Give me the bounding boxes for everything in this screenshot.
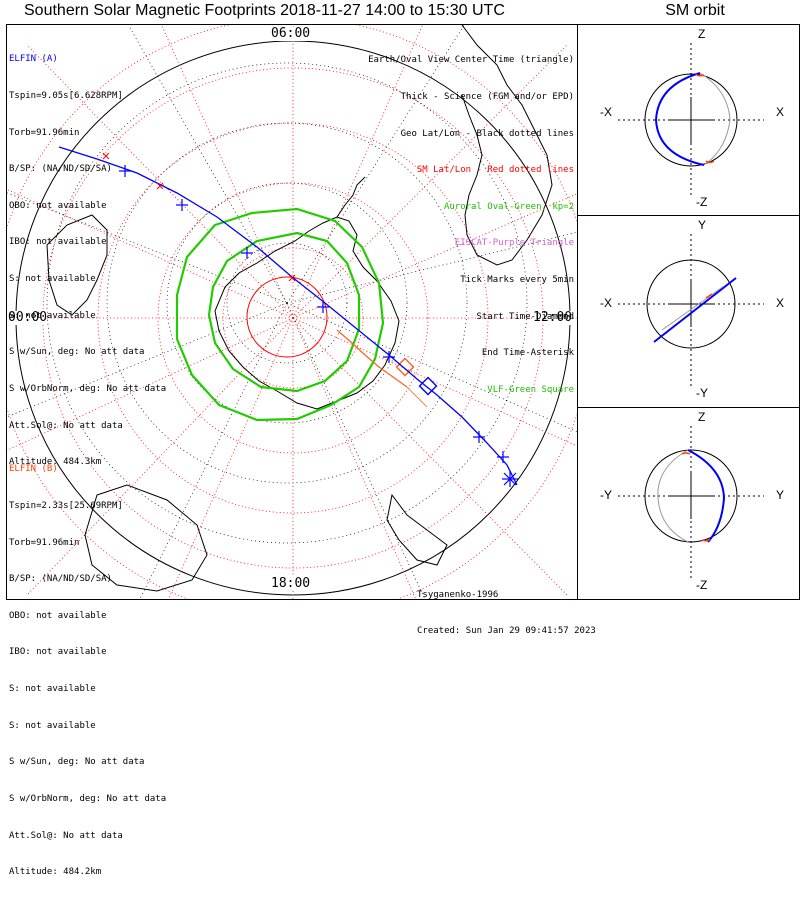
probe-a-line: OBO: not available (9, 200, 107, 211)
probe-b-line: OBO: not available (9, 610, 107, 621)
axis-label-top: Z (698, 27, 706, 41)
probe-b-line: S w/Sun, deg: No att data (9, 757, 145, 768)
legend-item: Auroral Oval-Green, kp=2 (443, 201, 574, 212)
credits: Tsyganenko-1996 Created: Sun Jan 29 09:4… (417, 565, 596, 661)
probe-b-line: S: not available (9, 720, 96, 731)
probe-a-center-marks (102, 152, 296, 282)
probe-b-line: Torb=91.96min (9, 537, 80, 548)
probe-b-line: IBO: not available (9, 647, 107, 658)
axis-label-top: Z (698, 410, 706, 424)
axis-label-bottom: -Z (696, 578, 708, 592)
probe-a-info: ELFIN (A) Tspin=9.05s[6.628RPM] Torb=91.… (9, 29, 166, 493)
legend-item: Geo Lat/Lon - Black dotted lines (400, 128, 574, 139)
australia-coast (84, 484, 208, 592)
axis-label-left: -X (600, 105, 612, 119)
time-label-bottom: 18:00 (271, 576, 311, 591)
probe-b-line: S w/OrbNorm, deg: No att data (9, 793, 167, 804)
legend-item: End Time-Asterisk (481, 348, 574, 359)
auroral-oval-inner (207, 231, 361, 393)
south-america-coast (461, 25, 553, 266)
probe-a-line: S w/OrbNorm, deg: No att data (9, 383, 167, 394)
orbit-panel-yz: Z -Z -Y Y (577, 407, 800, 600)
new-zealand-coast (386, 493, 448, 566)
legend-item: EISCAT-Purple Triangle (454, 238, 574, 249)
legend-item: Earth/Oval View Center Time (triangle) (368, 55, 574, 66)
axis-label-left: -Y (600, 488, 612, 502)
legend-item: Start Time-Diamond (476, 311, 574, 322)
probe-a-line: Tspin=9.05s[6.628RPM] (9, 91, 123, 102)
probe-b-track (336, 329, 408, 388)
peninsula-coast (336, 176, 366, 218)
probe-a-tick-marks (119, 165, 509, 463)
axis-label-right: X (776, 105, 785, 119)
probe-a-line: Torb=91.96min (9, 127, 80, 138)
axis-label-top: Y (698, 218, 707, 232)
orbit-panel-xy: Y -Y -X X (577, 215, 800, 408)
orbit-plot-xy (618, 234, 764, 388)
probe-b-line: S: not available (9, 684, 96, 695)
probe-b-info: ELFIN (B) Tspin=2.33s[25.69RPM] Torb=91.… (9, 439, 166, 903)
legend-item: VLF-Green Square (487, 384, 574, 395)
sm-meridians (7, 25, 577, 599)
probe-a-name: ELFIN (A) (9, 54, 58, 65)
probe-a-line: B/SP: (NA/ND/SD/SA) (9, 164, 112, 175)
probe-a-line: Altitude: 484.3km (9, 457, 102, 468)
axis-label-right: Y (776, 488, 785, 502)
created-label: Created: Sun Jan 29 09:41:57 2023 (417, 626, 596, 636)
time-label-right: 12:00 (533, 310, 573, 325)
geo-latitude-circles (46, 62, 528, 544)
main-title: Southern Solar Magnetic Footprints 2018-… (24, 2, 505, 19)
probe-b-start-diamond (395, 357, 415, 377)
orbit-plot-yz (618, 426, 764, 580)
axis-label-bottom: -Y (696, 386, 708, 400)
time-label-left: 00:00 (8, 310, 48, 325)
probe-a-line: S w/Sun, deg: No att data (9, 347, 145, 358)
axis-label-left: -X (600, 296, 612, 310)
probe-b-line: B/SP: (NA/ND/SD/SA) (9, 574, 112, 585)
probe-b-line: Att.Sol@: No att data (9, 830, 123, 841)
legend-item: SM Lat/Lon - Red dotted lines (416, 165, 574, 176)
model-label: Tsyganenko-1996 (417, 590, 499, 600)
probe-a-line: IBO: not available (9, 237, 107, 248)
orbit-title: SM orbit (665, 2, 725, 19)
legend-item: Thick - Science (FGM and/or EPD) (400, 92, 574, 103)
africa-coast (46, 214, 108, 316)
legend: Earth/Oval View Center Time (triangle) T… (368, 30, 574, 408)
probe-b-line: Altitude: 484.2km (9, 867, 102, 878)
probe-a-end-asterisk (502, 471, 518, 487)
probe-a-line: Att.Sol@: No att data (9, 420, 123, 431)
probe-b-line: Tspin=2.33s[25.69RPM] (9, 501, 123, 512)
legend-item: Tick Marks every 5min (460, 275, 574, 286)
auroral-oval-outer (175, 207, 385, 422)
axis-label-bottom: -Z (696, 195, 708, 209)
geo-meridians (7, 25, 577, 599)
sm-pole-circle (246, 276, 328, 358)
probe-a-line: S: not available (9, 310, 96, 321)
probe-a-line: S: not available (9, 274, 96, 285)
probe-b-track-thin (406, 386, 428, 408)
axis-label-right: X (776, 296, 785, 310)
time-label-top: 06:00 (271, 26, 311, 41)
orbit-plot-xz (618, 43, 764, 197)
probe-a-start-diamond (418, 376, 438, 396)
orbit-panel-xz: Z -Z -X X (577, 24, 800, 216)
probe-b-name: ELFIN (B) (9, 464, 58, 475)
